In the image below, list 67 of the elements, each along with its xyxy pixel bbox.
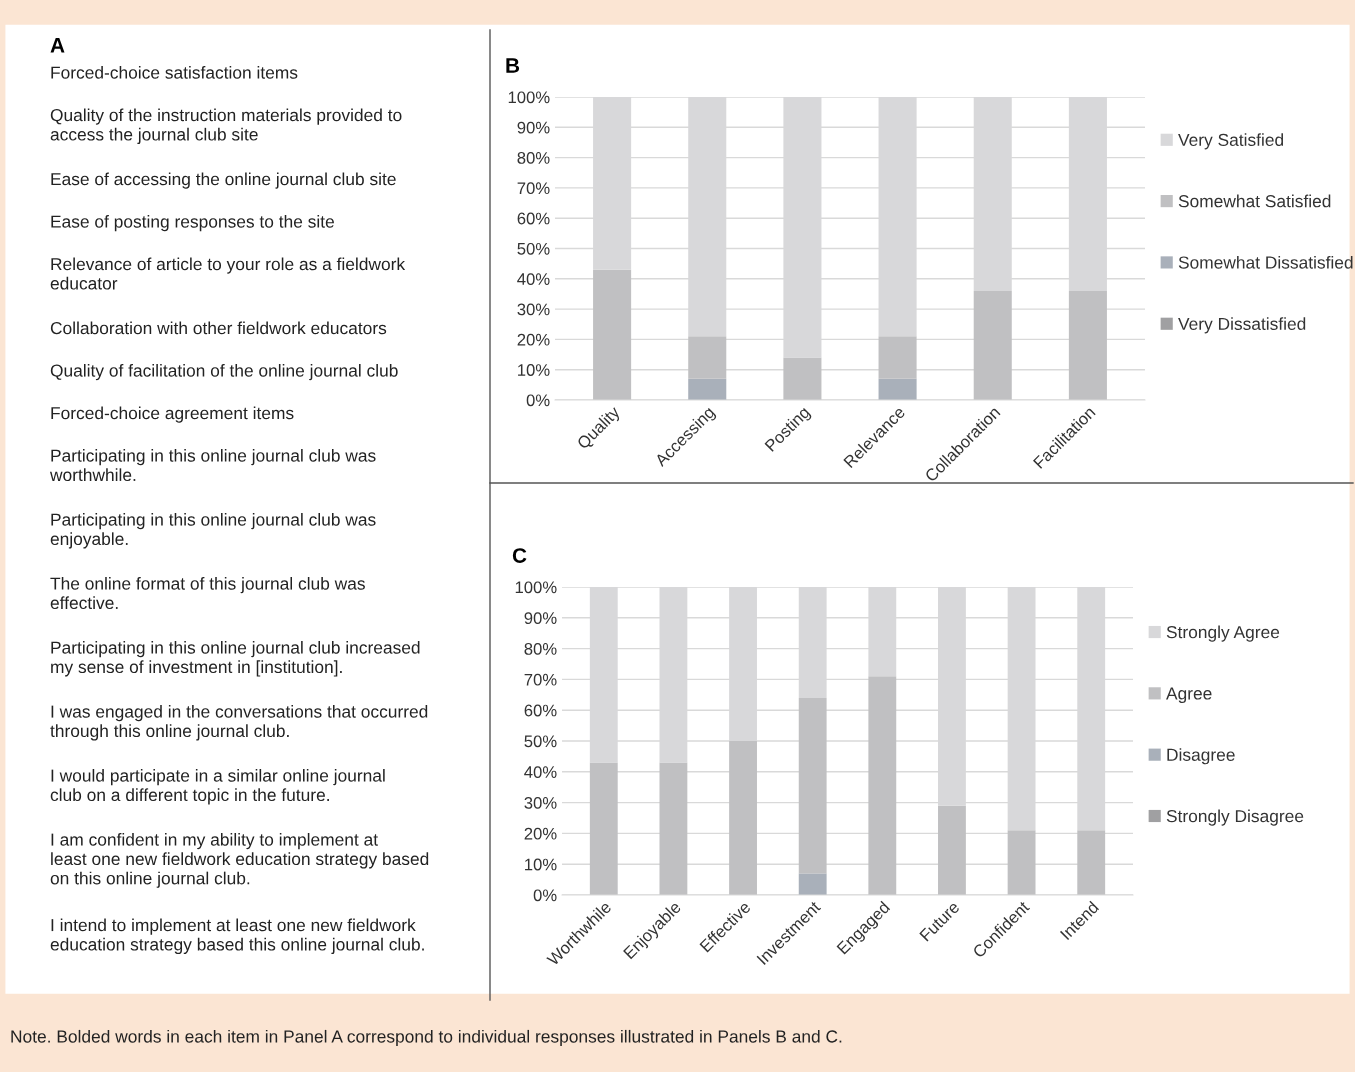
text: Quality of facilitation of the online journal club xyxy=(50,364,398,381)
y-tick-label: 50% xyxy=(524,735,557,748)
y-tick-label: 90% xyxy=(517,121,550,134)
bar xyxy=(1007,830,1036,895)
text: Participating in this online journal club was enjoyable. xyxy=(50,513,376,549)
chart-title: B xyxy=(506,58,520,73)
bar xyxy=(1077,830,1106,895)
text: Forced-choice satisfaction items xyxy=(51,66,298,79)
y-tick-label: 10% xyxy=(518,364,550,376)
y-tick-label: 20% xyxy=(524,827,557,840)
y-tick-label: 40% xyxy=(524,766,557,778)
bar xyxy=(868,676,897,895)
bar xyxy=(878,378,917,400)
text: Participating in this online journal club increased my sense of investment in [institution]. xyxy=(51,641,420,677)
text: Quality of the instruction materials provided to access the journal club site xyxy=(50,108,402,145)
y-tick-label: 100% xyxy=(515,581,557,594)
bar xyxy=(729,741,757,895)
bar xyxy=(878,336,917,379)
y-tick-label: 30% xyxy=(524,797,557,809)
y-tick-label: 80% xyxy=(524,643,557,655)
text: I intend to implement at least one new fieldwork education strategy based this online journal club. xyxy=(50,918,424,955)
text: Forced-choice agreement items xyxy=(51,406,294,423)
text: Collaboration with other fieldwork educators xyxy=(50,321,387,335)
bar xyxy=(593,269,632,400)
bar xyxy=(589,762,618,895)
bar xyxy=(973,290,1012,400)
text: Ease of posting responses to the site xyxy=(51,215,334,232)
y-tick-label: 20% xyxy=(517,333,550,346)
chart-title: C xyxy=(512,548,527,563)
y-tick-label: 90% xyxy=(524,612,557,624)
legend-label: Very Satisfied xyxy=(1178,133,1284,150)
bar xyxy=(1068,290,1107,400)
y-tick-label: 60% xyxy=(524,704,557,717)
text: Note. Bolded words in each item in Panel A correspond to individual responses illustrated in Panels B and C. xyxy=(11,1029,842,1047)
bar xyxy=(938,805,966,895)
text: Relevance of article to your role as a fieldwork educator xyxy=(50,257,406,290)
y-tick-label: 0% xyxy=(526,394,550,407)
legend-label: Agree xyxy=(1166,687,1212,704)
y-tick-label: 70% xyxy=(517,182,550,195)
y-tick-label: 70% xyxy=(524,673,557,686)
bar xyxy=(798,697,827,874)
bar xyxy=(688,336,727,379)
legend-label: Somewhat Dissatisfied xyxy=(1178,255,1353,269)
text: I am confident in my ability to implement at least one new fieldwork education strategy based on this online journal club. xyxy=(50,833,429,888)
legend-label: Strongly Disagree xyxy=(1166,809,1304,826)
y-tick-label: 100% xyxy=(508,91,550,104)
text: I would participate in a similar online journal club on a different topic in the future. xyxy=(50,769,385,805)
text: A xyxy=(50,38,65,53)
text: Participating in this online journal club was worthwhile. xyxy=(49,449,376,482)
y-tick-label: 60% xyxy=(517,212,550,225)
y-tick-label: 30% xyxy=(517,303,550,316)
bar xyxy=(659,762,688,895)
y-tick-label: 80% xyxy=(517,152,550,164)
bar xyxy=(688,378,727,400)
legend-label: Somewhat Satisfied xyxy=(1178,194,1331,208)
legend-label: Disagree xyxy=(1167,748,1235,765)
text: The online format of this journal club was effective. xyxy=(50,577,365,610)
y-tick-label: 10% xyxy=(525,858,557,871)
bar xyxy=(783,357,822,400)
legend-label: Strongly Agree xyxy=(1166,625,1280,642)
y-tick-label: 0% xyxy=(533,889,557,902)
text: Ease of accessing the online journal club site xyxy=(51,172,396,189)
legend-label: Very Dissatisfied xyxy=(1178,317,1306,334)
bar xyxy=(798,873,827,895)
y-tick-label: 40% xyxy=(517,273,550,285)
text: I was engaged in the conversations that occurred through this online journal club. xyxy=(50,705,428,741)
y-tick-label: 50% xyxy=(517,242,550,255)
